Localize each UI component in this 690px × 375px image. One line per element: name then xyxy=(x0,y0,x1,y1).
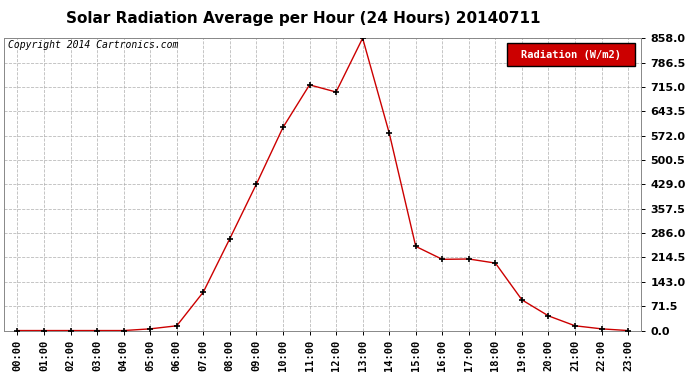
Text: Radiation (W/m2): Radiation (W/m2) xyxy=(521,50,621,60)
Text: Solar Radiation Average per Hour (24 Hours) 20140711: Solar Radiation Average per Hour (24 Hou… xyxy=(66,11,541,26)
Text: Copyright 2014 Cartronics.com: Copyright 2014 Cartronics.com xyxy=(8,40,178,50)
